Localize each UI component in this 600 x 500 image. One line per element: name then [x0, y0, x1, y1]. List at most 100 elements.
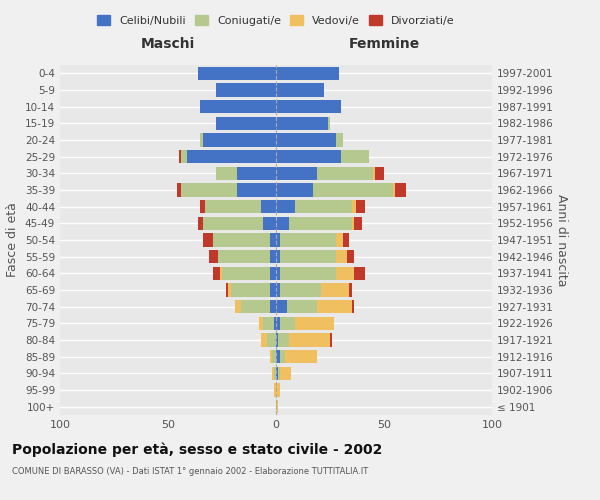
Bar	[341, 150, 369, 164]
Bar	[269, 300, 276, 314]
Bar	[200, 134, 203, 146]
Bar	[317, 300, 352, 314]
Bar	[276, 184, 313, 196]
Bar	[259, 316, 263, 330]
Bar	[203, 234, 214, 246]
Bar	[287, 300, 317, 314]
Bar	[289, 334, 330, 346]
Bar	[215, 116, 276, 130]
Bar	[289, 216, 352, 230]
Bar	[337, 266, 354, 280]
Bar	[276, 200, 295, 213]
Bar	[280, 234, 337, 246]
Bar	[337, 250, 347, 264]
Bar	[181, 150, 187, 164]
Text: Femmine: Femmine	[349, 37, 419, 51]
Bar	[215, 166, 237, 180]
Bar	[226, 284, 229, 296]
Bar	[276, 334, 278, 346]
Bar	[280, 316, 295, 330]
Bar	[352, 200, 356, 213]
Bar	[276, 350, 280, 364]
Bar	[280, 250, 337, 264]
Bar	[276, 284, 280, 296]
Bar	[198, 66, 276, 80]
Bar	[322, 284, 349, 296]
Bar	[295, 200, 352, 213]
Bar	[214, 266, 220, 280]
Bar	[181, 184, 237, 196]
Bar	[343, 234, 349, 246]
Bar	[347, 250, 354, 264]
Bar	[337, 234, 343, 246]
Bar	[200, 100, 276, 114]
Bar	[203, 134, 276, 146]
Bar	[328, 116, 330, 130]
Bar	[354, 216, 362, 230]
Bar	[278, 334, 289, 346]
Bar	[276, 266, 280, 280]
Bar	[317, 166, 373, 180]
Bar	[313, 184, 392, 196]
Bar	[280, 366, 291, 380]
Bar	[274, 316, 276, 330]
Bar	[276, 250, 280, 264]
Bar	[280, 350, 284, 364]
Bar	[187, 150, 276, 164]
Bar	[200, 200, 205, 213]
Bar	[214, 234, 269, 246]
Bar	[395, 184, 406, 196]
Y-axis label: Fasce di età: Fasce di età	[7, 202, 19, 278]
Bar	[295, 316, 334, 330]
Bar	[330, 334, 332, 346]
Bar	[230, 284, 269, 296]
Bar	[272, 366, 274, 380]
Bar	[276, 166, 317, 180]
Bar	[280, 266, 337, 280]
Bar	[220, 266, 222, 280]
Bar	[276, 116, 328, 130]
Bar	[276, 316, 280, 330]
Y-axis label: Anni di nascita: Anni di nascita	[554, 194, 568, 286]
Bar	[349, 284, 352, 296]
Text: Popolazione per età, sesso e stato civile - 2002: Popolazione per età, sesso e stato civil…	[12, 442, 382, 457]
Bar	[280, 284, 322, 296]
Bar	[269, 234, 276, 246]
Bar	[276, 84, 323, 96]
Bar	[268, 334, 276, 346]
Bar	[278, 366, 280, 380]
Bar	[269, 266, 276, 280]
Bar	[354, 266, 365, 280]
Bar	[392, 184, 395, 196]
Bar	[261, 334, 268, 346]
Bar	[373, 166, 376, 180]
Bar	[237, 184, 276, 196]
Bar	[229, 284, 230, 296]
Bar	[176, 184, 181, 196]
Bar	[276, 366, 278, 380]
Bar	[203, 216, 263, 230]
Bar	[274, 384, 276, 396]
Bar	[269, 284, 276, 296]
Bar	[352, 216, 354, 230]
Bar	[376, 166, 384, 180]
Bar	[269, 250, 276, 264]
Bar	[241, 300, 269, 314]
Bar	[274, 366, 276, 380]
Bar	[356, 200, 365, 213]
Bar	[218, 250, 269, 264]
Bar	[272, 350, 276, 364]
Bar	[276, 384, 280, 396]
Bar	[276, 66, 338, 80]
Bar	[352, 300, 354, 314]
Bar	[261, 200, 276, 213]
Bar	[263, 216, 276, 230]
Bar	[337, 134, 343, 146]
Bar	[222, 266, 269, 280]
Bar	[284, 350, 317, 364]
Bar	[269, 350, 272, 364]
Bar	[205, 200, 261, 213]
Legend: Celibi/Nubili, Coniugati/e, Vedovi/e, Divorziati/e: Celibi/Nubili, Coniugati/e, Vedovi/e, Di…	[93, 10, 459, 30]
Bar	[276, 150, 341, 164]
Bar	[263, 316, 274, 330]
